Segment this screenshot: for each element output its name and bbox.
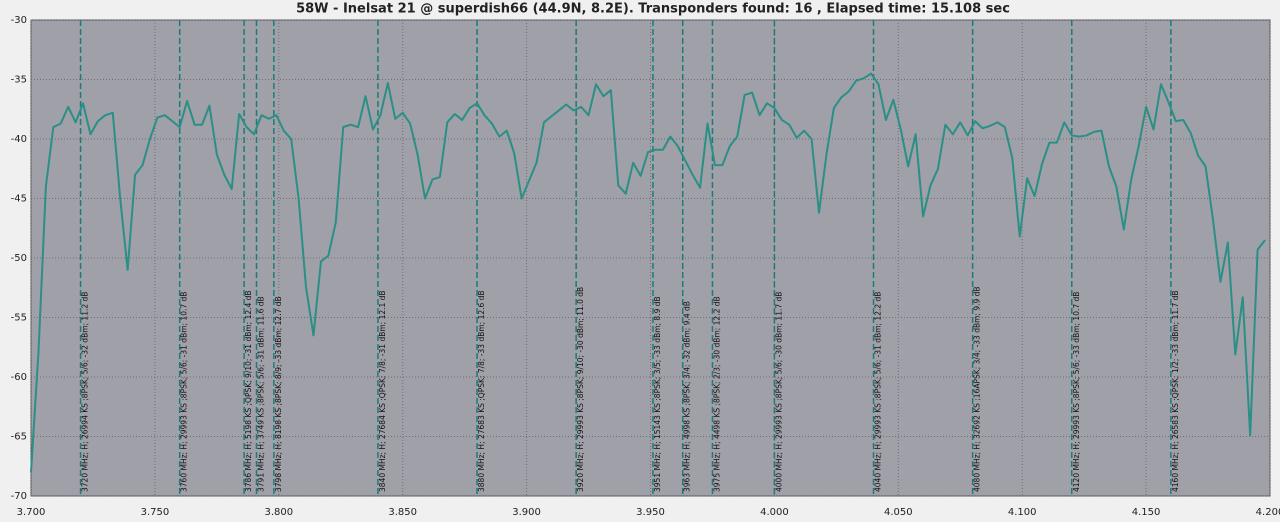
transponder-label: 4120 MHz; H; 29993 KS ;8PSK; 5/6; -33 dB… [1072,292,1081,492]
transponder-label: 3963 MHz; H; 4998 KS ;8PSK; 3/4; -32 dBm… [683,301,692,492]
x-tick-label: 3.800 [264,507,293,518]
x-tick-label: 3.700 [17,507,46,518]
x-tick-label: 4.050 [884,507,913,518]
transponder-label: 4040 MHz; H; 29993 KS ;8PSK; 5/6; -31 dB… [874,292,883,492]
x-tick-label: 4.200 [1256,507,1280,518]
y-tick-label: -70 [11,491,27,502]
transponder-label: 3840 MHz; H; 27684 KS ;QPSK; 7/8; -31 dB… [378,290,387,492]
y-tick-label: -55 [11,313,27,324]
transponder-label: 3760 MHz; H; 29993 KS ;8PSK; 5/6; -31 dB… [180,292,189,492]
transponder-label: 3720 MHz; H; 26994 KS ;8PSK; 5/6; -32 dB… [81,292,90,492]
y-tick-label: -65 [11,432,27,443]
x-tick-label: 4.100 [1008,507,1037,518]
y-tick-label: -45 [11,194,27,205]
y-tick-label: -30 [11,15,27,26]
x-tick-label: 4.150 [1132,507,1161,518]
transponder-label: 3920 MHz; H; 29993 KS ;8PSK; 9/10; -30 d… [576,287,585,492]
y-tick-label: -50 [11,253,27,264]
x-tick-label: 3.850 [388,507,417,518]
y-tick-label: -60 [11,372,27,383]
transponder-label: 3975 MHz; H; 4498 KS ;8PSK; 2/3; -30 dBm… [712,296,721,492]
transponder-label: 4080 MHz; H; 32692 KS ;16APSK; 3/4; -33 … [973,286,982,492]
x-tick-label: 4.000 [760,507,789,518]
chart-title: 58W - Inelsat 21 @ superdish66 (44.9N, 8… [296,2,1010,17]
x-tick-label: 3.750 [141,507,170,518]
transponder-label: 3786 MHz; H; 5198 KS ;QPSK; 9/10; -31 dB… [244,290,253,492]
spectrum-line [30,72,1266,473]
x-tick-label: 3.900 [512,507,541,518]
transponder-label: 3791 MHz; H; 3749 KS ;8PSK; 5/6; -31 dBm… [256,296,265,492]
x-tick-label: 3.950 [636,507,665,518]
transponder-label: 3951 MHz; H; 15143 KS ;8PSK; 3/5; -33 dB… [653,296,662,492]
y-tick-label: -40 [11,134,27,145]
transponder-label: 4000 MHz; H; 29993 KS ;8PSK; 5/6; -30 dB… [774,292,783,492]
transponder-label: 3798 MHz; H; 8198 KS ;8PSK; 8/9; -33 dBm… [274,296,283,492]
y-tick-label: -35 [11,75,27,86]
transponder-label: 4160 MHz; H; 26583 KS ;QPSK; 1/2; -33 dB… [1171,290,1180,492]
transponder-label: 3880 MHz; H; 27683 KS ;QPSK; 7/8; -33 dB… [477,290,486,492]
